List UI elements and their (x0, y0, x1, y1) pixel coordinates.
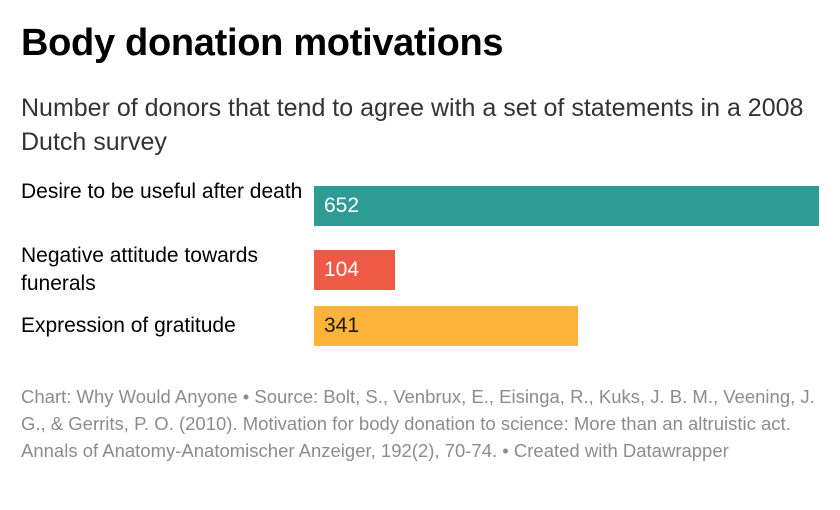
chart-title: Body donation motivations (21, 22, 504, 64)
bar-track: 341 (314, 306, 819, 346)
bar: 104 (314, 250, 395, 290)
chart-footer-source: Chart: Why Would Anyone • Source: Bolt, … (21, 386, 815, 461)
bar: 652 (314, 186, 819, 226)
bar-chart: Desire to be useful after death 652 Negati… (21, 0, 821, 380)
bar: 341 (314, 306, 578, 346)
bar-track: 104 (314, 250, 819, 290)
chart-subtitle: Number of donors that tend to agree with… (21, 94, 804, 156)
bar-value-label: 104 (324, 258, 360, 281)
bar-category-label: Expression of gratitude (21, 314, 236, 337)
bar-value-label: 341 (324, 314, 360, 337)
bar-category-label: Negative attitude towards funerals (21, 244, 258, 295)
bar-track: 652 (314, 186, 819, 226)
bar-category-label: Desire to be useful after death (21, 180, 303, 203)
bar-value-label: 652 (324, 194, 360, 217)
